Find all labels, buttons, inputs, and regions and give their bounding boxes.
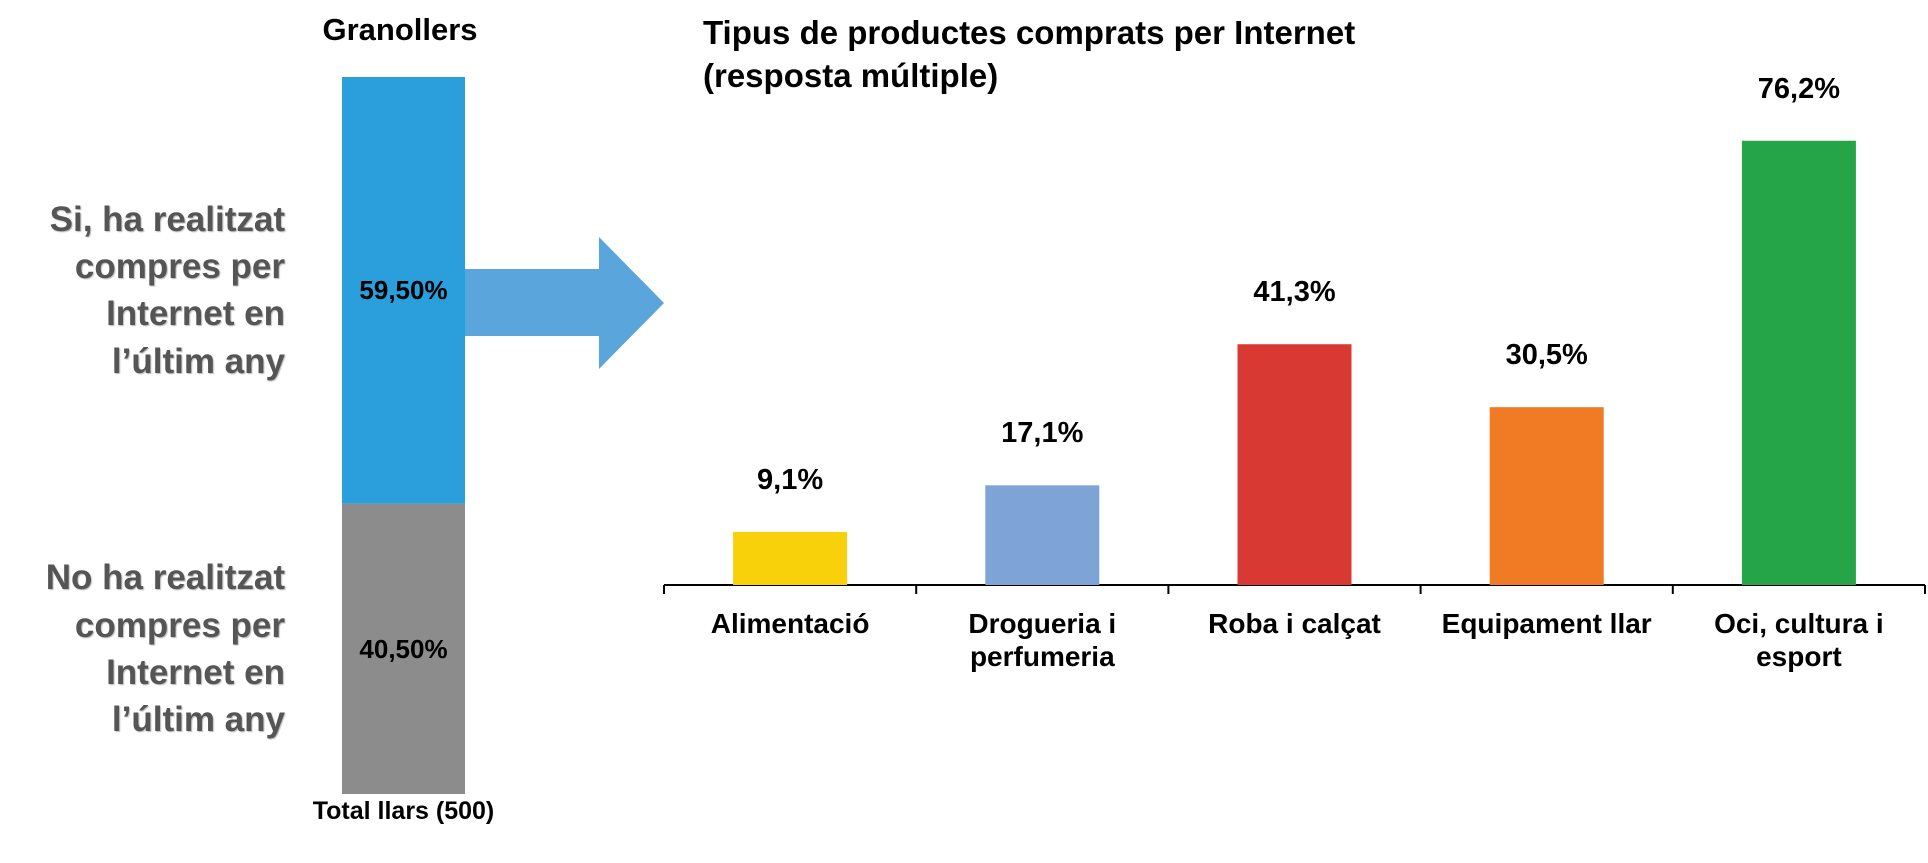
x-tick-label: Roba i calçat [1208,608,1381,639]
value-label: 40,50% [359,633,448,664]
chart-title: Tipus de productes comprats per Internet… [703,14,1356,94]
value-label: 17,1% [1001,417,1084,450]
x-tick-label: Total llars (500) [312,797,495,825]
x-tick-label: Alimentació [710,608,870,639]
bar-segment [342,77,465,504]
bar [733,531,848,585]
legend-label: Si, ha realitzat compres per Internet en… [49,199,285,381]
bar-segment [342,503,465,794]
value-label: 76,2% [1757,72,1840,105]
bar [985,485,1100,585]
chart-title: Granollers [322,12,478,47]
value-label: 30,5% [1505,339,1588,372]
bar [1237,344,1352,585]
value-label: 41,3% [1253,276,1336,309]
x-tick-label: Oci, cultura i esport [1714,608,1884,673]
value-label: 59,50% [359,275,448,306]
x-tick-label: Equipament llar [1441,608,1652,639]
bar [1489,407,1604,585]
bar [1741,140,1856,585]
legend-label: No ha realitzat compres per Internet en … [45,558,285,740]
arrow [465,237,664,369]
value-label: 9,1% [757,463,824,496]
x-tick-label: Drogueria i perfumeria [968,608,1117,673]
